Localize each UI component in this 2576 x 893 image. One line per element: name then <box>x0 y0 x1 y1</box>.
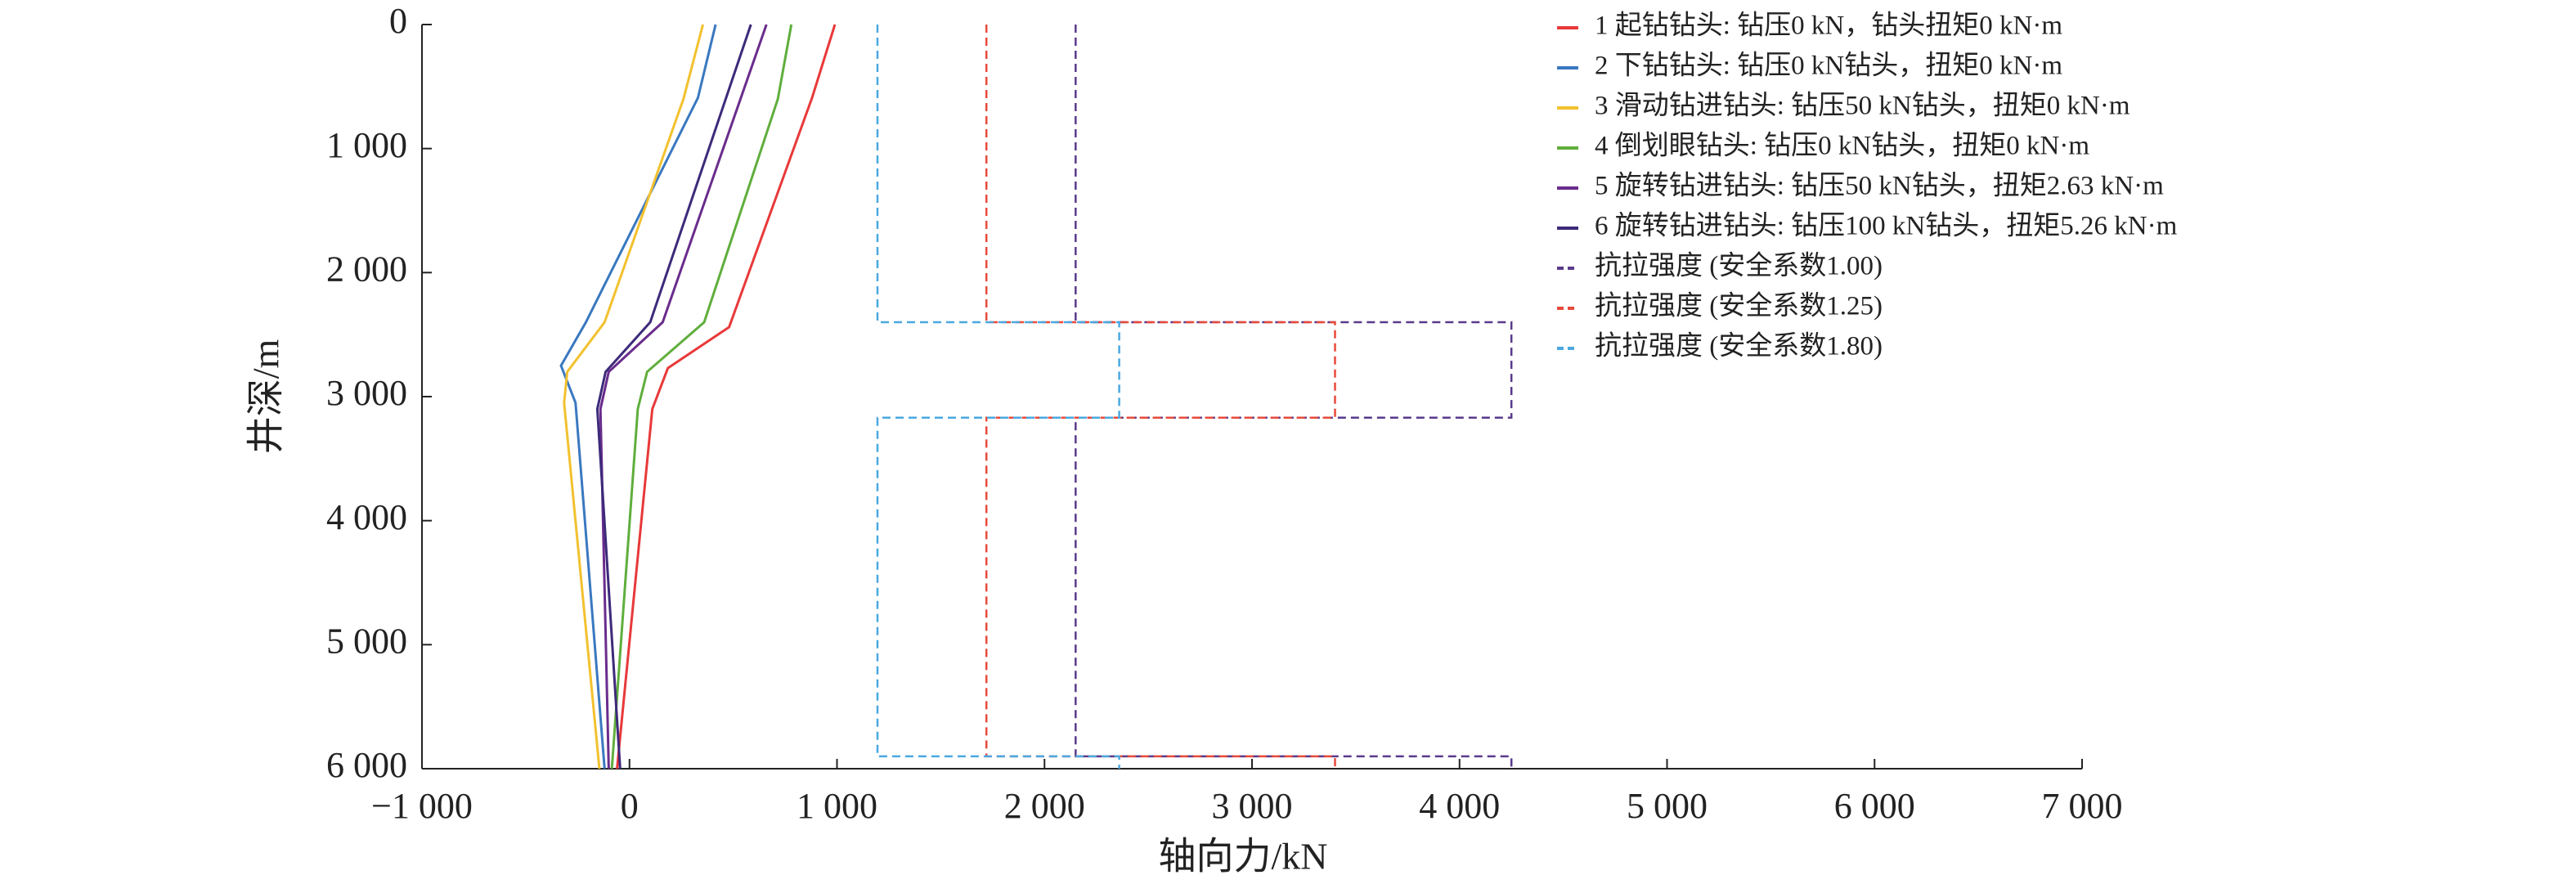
legend-label: 3 滑动钻进钻头: 钻压50 kN钻头，扭矩0 kN·m <box>1595 91 2130 121</box>
x-tick-label: 6 000 <box>1834 786 1915 826</box>
y-tick-label: 1 000 <box>326 125 407 165</box>
force-line <box>595 24 752 770</box>
x-tick-label: 0 <box>621 786 639 826</box>
x-tick-label: 7 000 <box>2042 786 2123 826</box>
x-tick-label: 5 000 <box>1627 786 1708 826</box>
y-tick-label: 6 000 <box>326 745 407 785</box>
strength-line <box>876 25 1120 769</box>
legend-label: 6 旋转钻进钻头: 钻压100 kN钻头，扭矩5.26 kN·m <box>1595 211 2178 241</box>
legend-label: 4 倒划眼钻头: 钻压0 kN钻头，扭矩0 kN·m <box>1595 131 2089 161</box>
force-line <box>559 24 717 770</box>
x-tick-label: −1 000 <box>371 786 473 826</box>
x-axis-title: 轴向力/kN <box>1159 836 1328 877</box>
force-line <box>616 24 837 770</box>
y-tick-label: 5 000 <box>326 621 407 661</box>
strength-line <box>1075 25 1513 769</box>
y-axis-title: 井深/m <box>245 339 287 455</box>
y-tick-label: 0 <box>389 1 407 41</box>
x-tick-label: 1 000 <box>797 786 877 826</box>
legend-label: 抗拉强度 (安全系数1.00) <box>1595 251 1883 281</box>
legend-label: 5 旋转钻进钻头: 钻压50 kN钻头，扭矩2.63 kN·m <box>1595 171 2164 201</box>
legend-label: 1 起钻钻头: 钻压0 kN，钻头扭矩0 kN·m <box>1595 11 2062 41</box>
legend-label: 抗拉强度 (安全系数1.80) <box>1595 331 1883 361</box>
force-line <box>599 24 768 770</box>
legend-label: 2 下钻钻头: 钻压0 kN钻头，扭矩0 kN·m <box>1595 51 2062 81</box>
y-tick-label: 2 000 <box>326 249 407 289</box>
legend-label: 抗拉强度 (安全系数1.25) <box>1595 291 1883 321</box>
y-tick-label: 3 000 <box>326 373 407 413</box>
force-line <box>610 24 793 770</box>
x-tick-label: 3 000 <box>1212 786 1293 826</box>
y-tick-label: 4 000 <box>326 497 407 537</box>
strength-line <box>985 25 1336 769</box>
x-tick-label: 4 000 <box>1419 786 1500 826</box>
x-tick-label: 2 000 <box>1004 786 1085 826</box>
force-line <box>563 24 705 770</box>
